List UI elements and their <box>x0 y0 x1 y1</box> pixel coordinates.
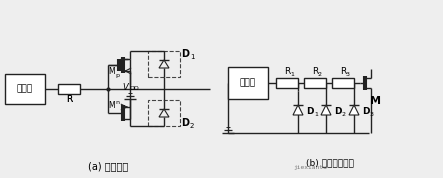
Bar <box>332 78 354 88</box>
Text: 1: 1 <box>290 72 294 77</box>
Text: R: R <box>66 95 72 103</box>
Bar <box>58 84 80 94</box>
Text: 1: 1 <box>190 54 194 60</box>
Text: 1: 1 <box>314 112 318 117</box>
Text: $V$: $V$ <box>122 82 130 93</box>
Text: M: M <box>109 67 115 77</box>
Text: R: R <box>284 67 290 75</box>
Bar <box>148 51 180 77</box>
Text: M: M <box>370 96 381 106</box>
Text: D: D <box>306 108 314 116</box>
Text: 压焊点: 压焊点 <box>17 85 33 93</box>
Text: D: D <box>181 118 189 128</box>
Text: D: D <box>181 49 189 59</box>
Text: (a) 常见结构: (a) 常见结构 <box>88 161 128 171</box>
Text: DD: DD <box>129 85 139 90</box>
Text: M: M <box>109 101 115 111</box>
Bar <box>276 78 298 88</box>
Text: (b) 改进后的结构: (b) 改进后的结构 <box>306 158 354 167</box>
Text: R: R <box>66 95 72 103</box>
Text: 2: 2 <box>190 123 194 129</box>
Text: D: D <box>334 108 342 116</box>
Polygon shape <box>293 105 303 115</box>
Text: n: n <box>115 101 119 106</box>
Text: 压焊点: 压焊点 <box>240 78 256 88</box>
Text: R: R <box>312 67 318 75</box>
Text: 2: 2 <box>342 112 346 117</box>
Bar <box>304 78 326 88</box>
Text: 3: 3 <box>346 72 350 77</box>
Polygon shape <box>321 105 331 115</box>
Polygon shape <box>349 105 359 115</box>
Text: D: D <box>362 108 370 116</box>
Polygon shape <box>159 60 169 68</box>
Text: p: p <box>115 72 119 77</box>
Text: 2: 2 <box>318 72 322 77</box>
Bar <box>5 74 45 104</box>
Text: R: R <box>340 67 346 75</box>
Text: jiexiantu: jiexiantu <box>293 165 327 170</box>
Text: 3: 3 <box>370 112 374 117</box>
Bar <box>228 67 268 99</box>
Polygon shape <box>159 109 169 117</box>
Bar <box>148 100 180 126</box>
